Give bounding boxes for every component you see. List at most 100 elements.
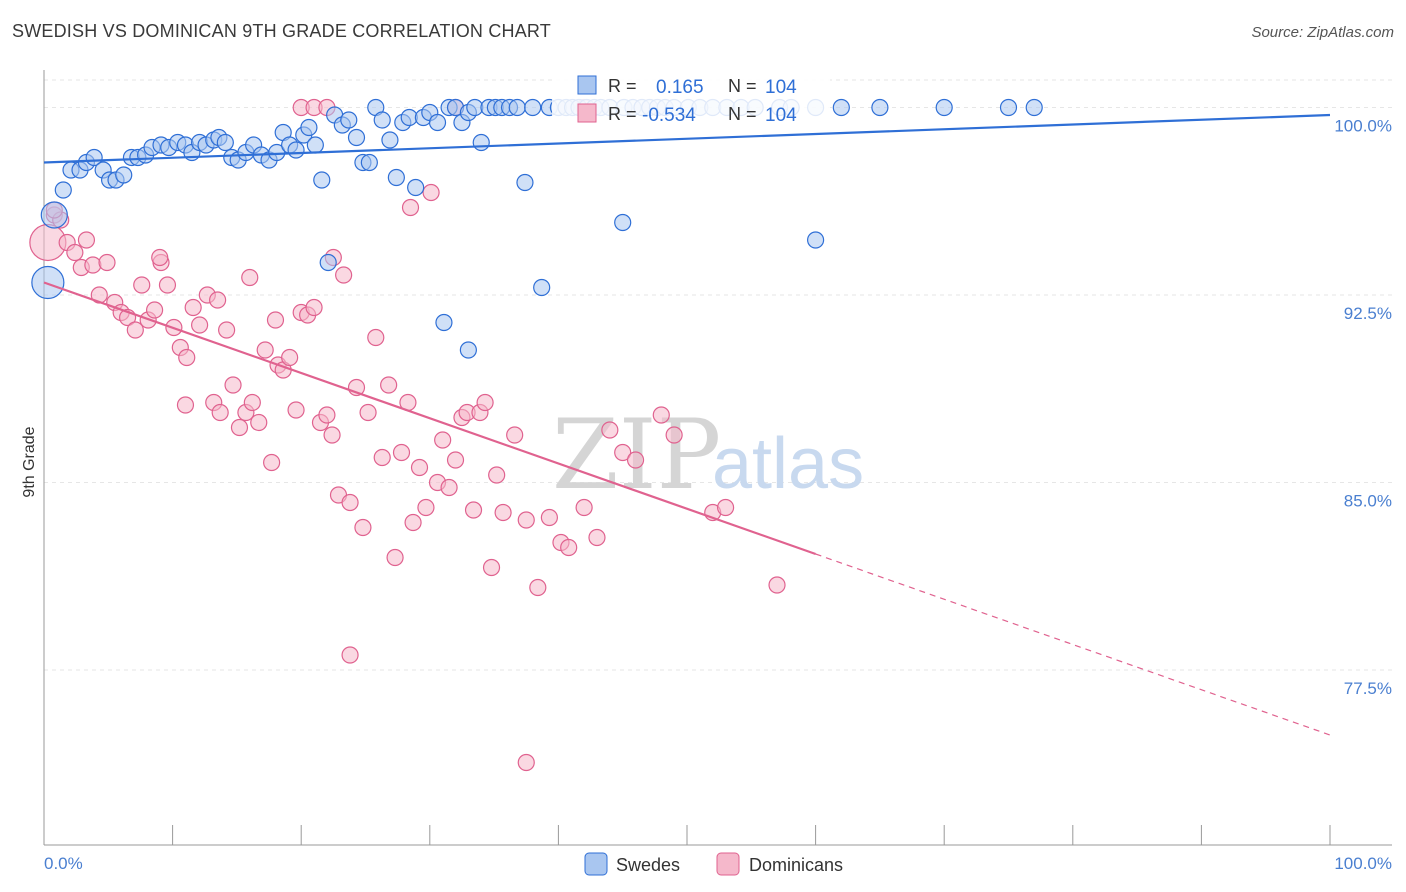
y-tick-label: 100.0% — [1334, 117, 1392, 136]
data-point — [216, 133, 234, 152]
data-point — [230, 418, 249, 437]
data-point — [40, 201, 68, 229]
axes — [43, 70, 1392, 846]
data-point — [66, 243, 84, 262]
data-point — [517, 511, 535, 529]
data-point — [386, 548, 404, 567]
data-point — [340, 111, 358, 129]
data-point — [347, 128, 366, 147]
y-tick-label: 85.0% — [1344, 492, 1392, 511]
data-point — [434, 431, 452, 449]
legend-swatch-pink — [577, 103, 597, 123]
data-point — [54, 181, 72, 199]
trend-line-solid — [43, 113, 1331, 164]
legend-n-value-1: 104 — [765, 77, 797, 98]
data-point — [716, 498, 735, 517]
data-point — [392, 443, 411, 462]
data-point — [151, 248, 169, 267]
data-point — [306, 136, 324, 154]
data-point — [211, 403, 229, 422]
legend-dominicans-swatch — [716, 852, 740, 876]
data-point — [482, 558, 501, 577]
trend-lines — [43, 113, 1331, 736]
data-point — [575, 498, 593, 517]
data-point — [98, 253, 116, 272]
data-point — [268, 143, 286, 162]
data-point — [323, 426, 341, 444]
data-point — [191, 316, 209, 334]
data-point — [533, 278, 551, 297]
legend-n-label-2: N = — [728, 104, 757, 124]
chart-title: SWEDISH VS DOMINICAN 9TH GRADE CORRELATI… — [12, 21, 551, 41]
data-point — [601, 421, 619, 439]
legend-swedes-swatch — [584, 852, 608, 876]
series-swedes — [31, 98, 1043, 359]
data-point — [209, 291, 227, 309]
data-point — [77, 231, 96, 249]
data-point — [266, 311, 285, 329]
legend-r-value-1: 0.165 — [656, 77, 704, 98]
data-point — [626, 451, 645, 469]
data-point — [506, 426, 524, 444]
data-point — [133, 276, 151, 294]
data-point — [459, 341, 477, 359]
data-point — [250, 413, 268, 432]
x-tick-label: 0.0% — [44, 854, 83, 873]
data-point — [178, 348, 196, 367]
stats-legend: R = 0.165 N = 104 R = -0.534 N = 104 — [552, 68, 830, 132]
x-tick-label: 100.0% — [1334, 854, 1392, 873]
data-point — [614, 213, 632, 232]
data-point — [652, 406, 670, 424]
data-point — [158, 276, 177, 294]
data-point — [476, 393, 494, 412]
trend-line-dashed — [815, 553, 1331, 736]
data-point — [373, 448, 391, 467]
watermark-atlas: atlas — [712, 424, 864, 504]
stats-legend-bg — [552, 68, 830, 132]
data-point — [494, 503, 512, 522]
data-point — [335, 266, 353, 284]
grid-lines — [44, 79, 1392, 671]
data-point — [263, 453, 281, 472]
data-point — [31, 265, 65, 300]
data-point — [516, 173, 534, 192]
legend-n-value-2: 104 — [765, 105, 797, 126]
data-point — [935, 98, 953, 117]
legend-swedes-label: Swedes — [616, 855, 680, 875]
data-point — [341, 646, 359, 664]
data-point — [341, 493, 359, 512]
data-point — [367, 328, 385, 347]
data-point — [115, 166, 133, 184]
data-point — [508, 98, 526, 117]
data-point — [401, 198, 420, 217]
tick-labels: 77.5% 85.0% 92.5% 100.0% 0.0% 100.0% — [44, 117, 1392, 874]
data-point — [588, 528, 606, 547]
data-point — [313, 171, 331, 189]
data-point — [218, 321, 236, 339]
data-point — [126, 321, 144, 339]
data-point — [300, 118, 318, 137]
data-point — [428, 113, 447, 132]
y-tick-label: 92.5% — [1344, 304, 1392, 323]
data-point — [1025, 98, 1043, 117]
data-point — [287, 401, 305, 419]
data-point — [243, 393, 261, 412]
data-point — [224, 376, 242, 394]
data-point — [360, 153, 378, 172]
data-point — [517, 753, 535, 772]
data-point — [318, 406, 336, 424]
legend-r-value-2: -0.534 — [642, 105, 696, 126]
legend-r-label-1: R = — [608, 76, 637, 96]
data-point — [417, 498, 435, 517]
data-point — [407, 178, 425, 197]
data-point — [529, 578, 547, 597]
data-point — [488, 466, 506, 484]
data-point — [806, 231, 825, 249]
watermark: ZIP atlas — [552, 399, 864, 511]
legend-r-label-2: R = — [608, 104, 637, 124]
data-point — [387, 168, 405, 187]
data-point — [524, 98, 542, 117]
data-point — [359, 403, 377, 422]
legend-swatch-blue — [577, 75, 597, 95]
